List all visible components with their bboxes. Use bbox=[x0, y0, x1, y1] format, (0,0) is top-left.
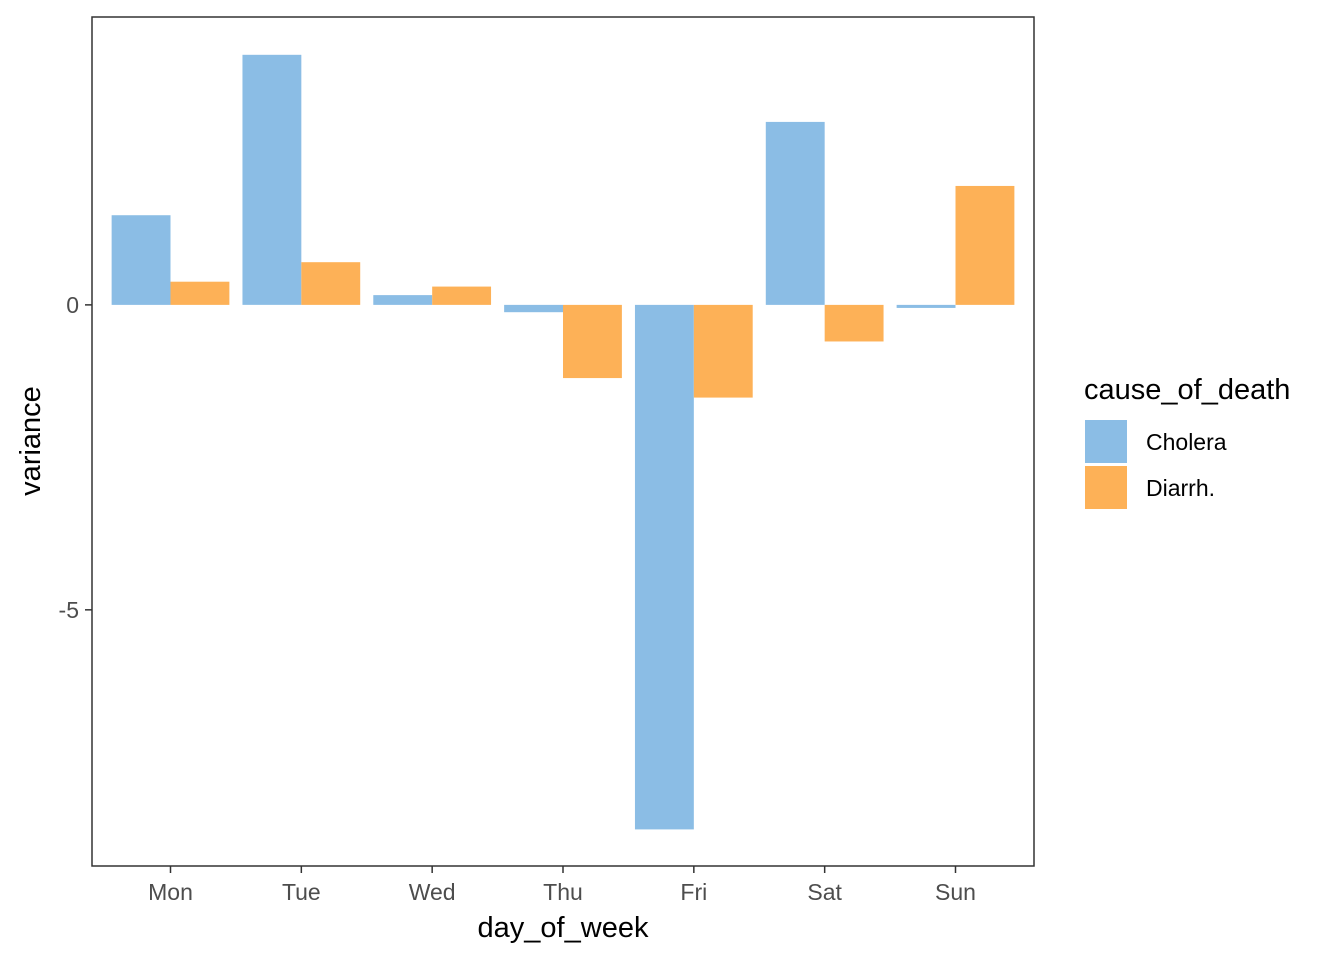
bar-diarrh-mon bbox=[170, 281, 230, 305]
bar-diarrh-sun bbox=[955, 185, 1015, 305]
bar-diarrh-wed bbox=[432, 286, 492, 305]
bar-diarrh-tue bbox=[301, 262, 361, 305]
legend-key-diarrh bbox=[1085, 466, 1127, 509]
y-tick-label: 0 bbox=[66, 292, 79, 318]
y-axis-title: variance bbox=[15, 386, 47, 496]
x-tick-label-mon: Mon bbox=[148, 879, 193, 905]
bar-cholera-sat bbox=[765, 121, 825, 305]
legend-title: cause_of_death bbox=[1084, 374, 1290, 406]
legend-label-cholera: Cholera bbox=[1146, 429, 1227, 455]
bar-diarrh-thu bbox=[563, 304, 622, 379]
bar-cholera-sun bbox=[896, 304, 956, 308]
y-tick-label: -5 bbox=[59, 597, 79, 623]
legend-items: Cholera Diarrh. bbox=[1085, 420, 1227, 509]
x-axis-title: day_of_week bbox=[478, 912, 649, 944]
legend-key-cholera bbox=[1085, 420, 1127, 463]
x-tick-label-fri: Fri bbox=[680, 879, 707, 905]
bar-cholera-tue bbox=[242, 54, 302, 305]
bar-diarrh-fri bbox=[693, 304, 753, 398]
y-axis: 0 -5 bbox=[59, 292, 92, 623]
x-axis: Mon Tue Wed Thu Fri Sat Sun bbox=[148, 866, 976, 905]
bar-cholera-wed bbox=[373, 295, 433, 305]
bars-layer bbox=[111, 54, 1015, 830]
bar-cholera-mon bbox=[111, 215, 171, 305]
legend-label-diarrh: Diarrh. bbox=[1146, 475, 1215, 501]
x-tick-label-sun: Sun bbox=[935, 879, 976, 905]
legend: cause_of_death Cholera Diarrh. bbox=[1084, 374, 1290, 509]
bar-diarrh-sat bbox=[824, 304, 884, 342]
x-tick-label-thu: Thu bbox=[543, 879, 583, 905]
x-tick-label-sat: Sat bbox=[807, 879, 842, 905]
plot-panel-border bbox=[91, 16, 1035, 867]
bar-cholera-fri bbox=[634, 304, 694, 830]
x-tick-label-tue: Tue bbox=[282, 879, 321, 905]
bar-cholera-thu bbox=[504, 304, 564, 313]
x-tick-label-wed: Wed bbox=[409, 879, 456, 905]
